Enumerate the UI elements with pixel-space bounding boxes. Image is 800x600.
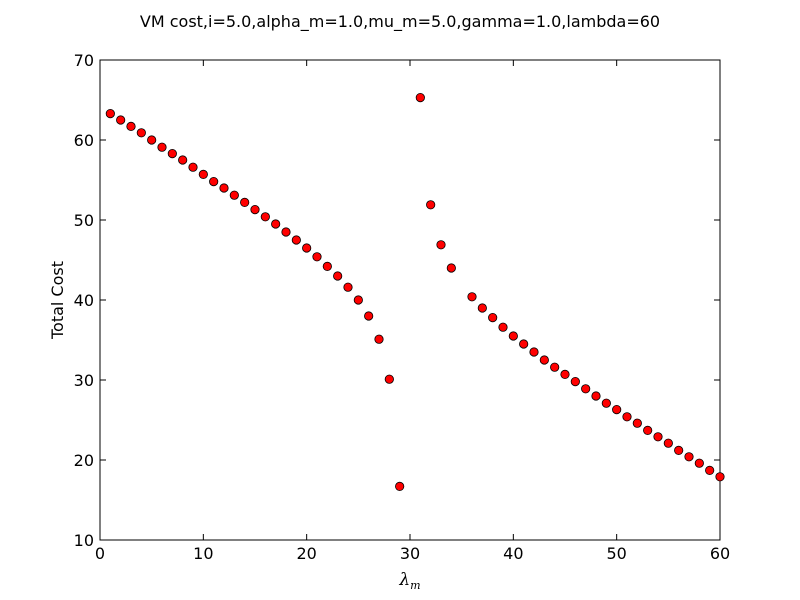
x-tick-label: 10 (193, 544, 213, 563)
data-point (508, 331, 518, 341)
x-axis: 0 10 20 30 40 50 60 (95, 60, 730, 563)
x-axis-label-subscript: m (410, 579, 420, 592)
plot-area (99, 59, 721, 541)
data-point (157, 142, 167, 152)
data-point (333, 271, 343, 281)
chart-title: VM cost,i=5.0,alpha_m=1.0,mu_m=5.0,gamma… (140, 12, 660, 32)
data-point (147, 135, 157, 145)
data-point (674, 445, 684, 455)
data-point (229, 190, 239, 200)
data-point (498, 322, 508, 332)
data-point (126, 121, 136, 132)
data-point (436, 240, 446, 250)
y-tick-label: 40 (74, 291, 94, 310)
data-point (529, 347, 539, 357)
data-point (519, 339, 529, 349)
data-point (219, 183, 229, 193)
data-point (105, 109, 115, 119)
data-point (705, 465, 715, 475)
y-axis: 10 20 30 40 50 60 70 (74, 51, 720, 550)
data-point (384, 374, 394, 384)
data-point (116, 115, 126, 125)
data-point (250, 205, 260, 215)
data-point (570, 376, 580, 387)
data-point (374, 334, 384, 344)
data-point (136, 128, 146, 138)
data-point (415, 93, 425, 103)
data-point (715, 472, 725, 482)
y-tick-label: 60 (74, 131, 94, 150)
data-point (395, 481, 405, 491)
data-points (105, 93, 725, 491)
data-point (353, 295, 363, 305)
x-tick-label: 30 (400, 544, 420, 563)
data-point (591, 391, 601, 401)
data-point (302, 243, 312, 253)
data-point (364, 311, 374, 321)
data-point (281, 227, 291, 237)
data-point (260, 212, 270, 222)
x-tick-label: 0 (95, 544, 105, 563)
data-point (291, 235, 301, 245)
data-point (550, 362, 560, 372)
data-point (198, 169, 208, 179)
data-point (312, 252, 322, 262)
data-point (684, 452, 694, 462)
data-point (209, 177, 219, 187)
data-point (612, 404, 622, 415)
data-point (560, 369, 570, 379)
data-point (271, 219, 281, 229)
data-point (240, 197, 250, 207)
data-point (622, 412, 632, 422)
data-point (632, 418, 642, 428)
data-point (322, 261, 332, 271)
data-point (601, 398, 611, 408)
x-tick-label: 60 (710, 544, 730, 563)
data-point (643, 425, 653, 435)
data-point (167, 149, 177, 159)
data-point (539, 355, 549, 365)
x-axis-label-symbol: λ (398, 570, 410, 590)
y-tick-label: 50 (74, 211, 94, 230)
data-point (581, 384, 591, 394)
x-tick-label: 40 (503, 544, 523, 563)
y-tick-label: 10 (74, 531, 94, 550)
y-tick-label: 20 (74, 451, 94, 470)
data-point (694, 458, 704, 468)
y-axis-label: Total Cost (48, 261, 67, 340)
data-point (426, 200, 436, 210)
data-point (488, 312, 498, 323)
data-point (178, 155, 188, 165)
data-point (446, 263, 456, 273)
data-point (188, 162, 198, 172)
data-point (343, 282, 353, 292)
x-axis-label: λm (398, 570, 420, 592)
data-point (467, 292, 477, 302)
x-tick-label: 20 (296, 544, 316, 563)
data-point (653, 432, 663, 442)
data-point (663, 438, 673, 448)
x-tick-label: 50 (606, 544, 626, 563)
y-tick-label: 70 (74, 51, 94, 70)
data-point (477, 303, 487, 313)
y-tick-label: 30 (74, 371, 94, 390)
